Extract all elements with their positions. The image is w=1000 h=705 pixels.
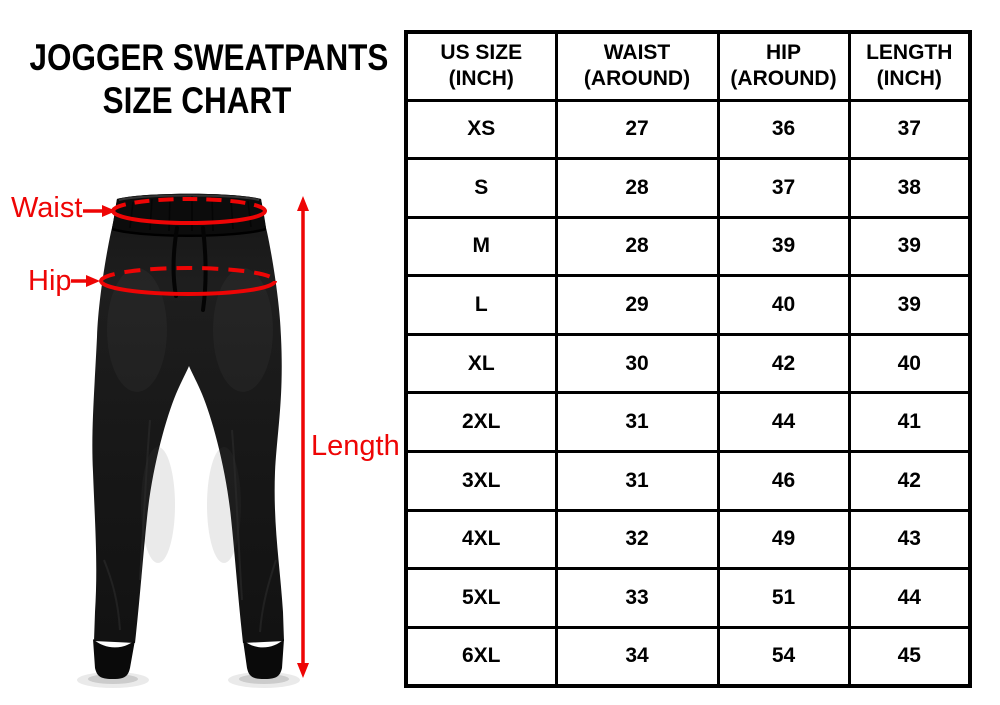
length-cell: 39 — [847, 215, 972, 278]
hip-cell: 36 — [716, 98, 851, 161]
waistband-wrinkles — [129, 196, 252, 232]
size-cell: 5XL — [404, 567, 558, 629]
waist-arrow-head-icon — [102, 205, 116, 217]
waist-cell: 29 — [554, 274, 720, 336]
waist-measure-ellipse-back — [111, 197, 267, 212]
waist-cell: 28 — [554, 215, 720, 278]
size-cell: M — [404, 215, 558, 278]
hip-cell: 51 — [716, 567, 851, 629]
right-knee-highlight — [207, 447, 241, 563]
table-row: 4XL 32 49 43 — [404, 508, 972, 571]
waistband-top-highlight — [118, 194, 260, 201]
length-cell: 40 — [847, 332, 972, 395]
right-thigh-highlight — [213, 268, 273, 392]
col-header-hip: HIP (AROUND) — [716, 30, 851, 102]
col-header-length: LENGTH (INCH) — [847, 30, 972, 102]
length-cell: 44 — [847, 567, 972, 629]
size-cell: S — [404, 157, 558, 219]
waist-cell: 32 — [554, 508, 720, 571]
hip-cell: 39 — [716, 215, 851, 278]
hip-cell: 49 — [716, 508, 851, 571]
hip-cell: 54 — [716, 625, 851, 688]
size-table: US SIZE (INCH) WAIST (AROUND) HIP (AROUN… — [404, 30, 972, 688]
right-cuff — [243, 639, 284, 679]
size-cell: 4XL — [404, 508, 558, 571]
table-row: L 29 40 39 — [404, 274, 972, 336]
hip-cell: 46 — [716, 450, 851, 512]
waist-cell: 28 — [554, 157, 720, 219]
hip-cell: 40 — [716, 274, 851, 336]
fabric-folds — [103, 419, 277, 633]
waist-label: Waist — [11, 192, 83, 224]
waist-cell: 31 — [554, 450, 720, 512]
hip-cell: 37 — [716, 157, 851, 219]
waist-cell: 27 — [554, 98, 720, 161]
table-row: M 28 39 39 — [404, 215, 972, 278]
length-cell: 38 — [847, 157, 972, 219]
size-cell: XS — [404, 98, 558, 161]
size-cell: 6XL — [404, 625, 558, 688]
table-row: 5XL 33 51 44 — [404, 567, 972, 629]
waist-cell: 30 — [554, 332, 720, 395]
left-knee-highlight — [141, 447, 175, 563]
size-table-body: XS 27 36 37 S 28 37 38 M 28 39 39 L 29 4… — [404, 98, 972, 688]
measurement-annotations — [71, 196, 309, 678]
table-row: XL 30 42 40 — [404, 332, 972, 395]
header-row: US SIZE (INCH) WAIST (AROUND) HIP (AROUN… — [404, 30, 972, 102]
waist-cell: 34 — [554, 625, 720, 688]
waist-measure-ellipse-front — [111, 210, 267, 225]
length-cell: 43 — [847, 508, 972, 571]
page-title-line1: JOGGER SWEATPANTS — [29, 37, 389, 78]
hip-label: Hip — [28, 265, 72, 297]
table-row: S 28 37 38 — [404, 157, 972, 219]
page-title: JOGGER SWEATPANTS SIZE CHART — [29, 36, 389, 122]
hip-arrow-head-icon — [86, 275, 100, 287]
length-cell: 45 — [847, 625, 972, 688]
waist-cell: 33 — [554, 567, 720, 629]
col-header-waist: WAIST (AROUND) — [554, 30, 720, 102]
length-arrow-top-icon — [297, 196, 309, 211]
table-row: 6XL 34 54 45 — [404, 625, 972, 688]
pants-body — [92, 193, 284, 643]
size-table-header: US SIZE (INCH) WAIST (AROUND) HIP (AROUN… — [404, 30, 972, 102]
figure-panel: JOGGER SWEATPANTS SIZE CHART — [0, 0, 400, 705]
size-cell: XL — [404, 332, 558, 395]
length-label: Length — [311, 430, 400, 462]
hip-measure-ellipse-back — [99, 266, 277, 282]
waistband-seam — [111, 227, 267, 237]
hip-cell: 44 — [716, 391, 851, 454]
table-row: XS 27 36 37 — [404, 98, 972, 161]
size-cell: 3XL — [404, 450, 558, 512]
size-cell: 2XL — [404, 391, 558, 454]
length-cell: 39 — [847, 274, 972, 336]
jogger-pants-image — [71, 193, 309, 688]
length-cell: 42 — [847, 450, 972, 512]
length-cell: 41 — [847, 391, 972, 454]
col-header-us-size: US SIZE (INCH) — [404, 30, 558, 102]
hip-measure-ellipse-front — [99, 280, 277, 296]
table-row: 2XL 31 44 41 — [404, 391, 972, 454]
page-title-line2: SIZE CHART — [102, 80, 292, 121]
length-arrow-bottom-icon — [297, 663, 309, 678]
size-cell: L — [404, 274, 558, 336]
table-row: 3XL 31 46 42 — [404, 450, 972, 512]
waist-cell: 31 — [554, 391, 720, 454]
length-cell: 37 — [847, 98, 972, 161]
left-thigh-highlight — [107, 268, 167, 392]
left-cuff — [93, 639, 135, 679]
hip-cell: 42 — [716, 332, 851, 395]
